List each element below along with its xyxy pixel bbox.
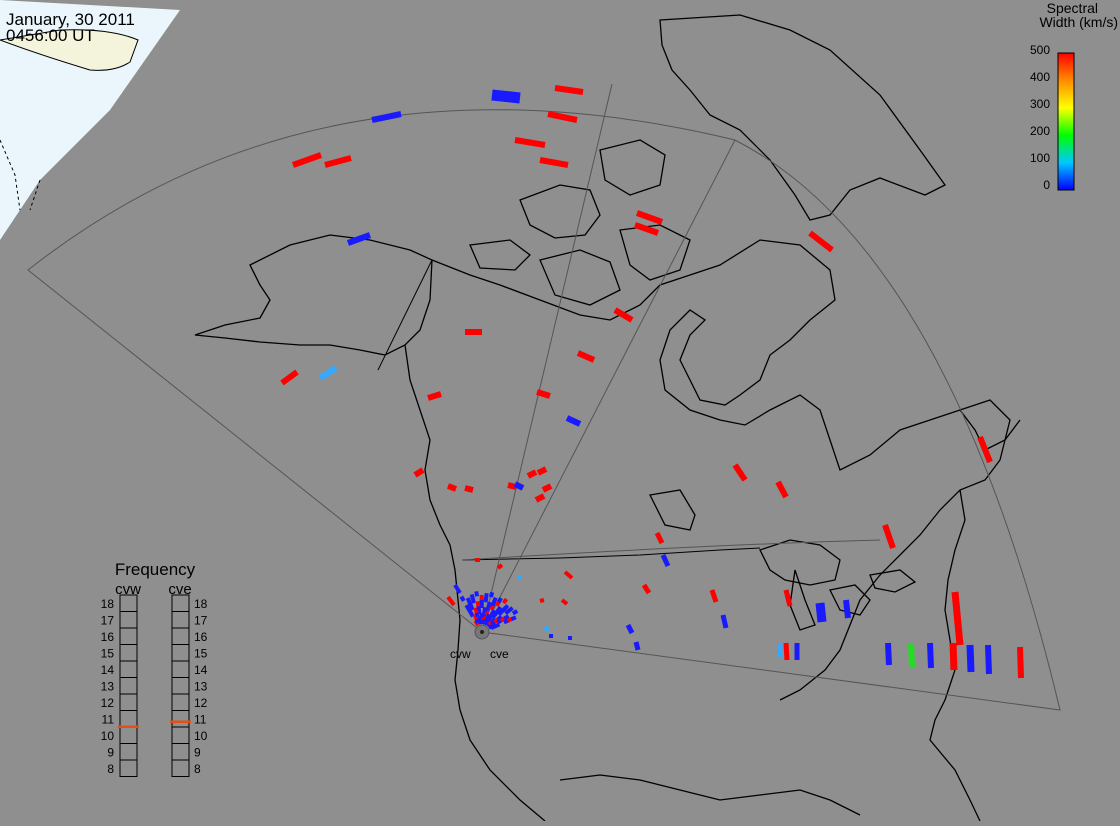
legend-tick-label: 400 xyxy=(1030,70,1050,84)
backscatter-cell xyxy=(953,643,954,670)
backscatter-cell xyxy=(988,645,989,674)
frequency-level-label: 9 xyxy=(194,746,201,760)
backscatter-cell xyxy=(504,599,507,603)
backscatter-cell xyxy=(636,642,638,650)
frequency-level-label: 8 xyxy=(107,762,114,776)
backscatter-cell xyxy=(555,88,583,92)
backscatter-cell xyxy=(494,598,496,603)
backscatter-cell xyxy=(484,607,485,612)
backscatter-cell xyxy=(448,486,456,489)
frequency-level-label: 9 xyxy=(107,746,114,760)
frequency-level-label: 16 xyxy=(194,630,208,644)
legend-tick-label: 0 xyxy=(1043,178,1050,192)
backscatter-cell xyxy=(786,643,787,660)
backscatter-cell xyxy=(465,488,473,490)
backscatter-cell xyxy=(504,616,508,619)
frequency-level-label: 18 xyxy=(194,597,208,611)
frequency-level-label: 13 xyxy=(194,680,208,694)
backscatter-cell xyxy=(528,472,536,476)
backscatter-cell xyxy=(537,392,550,396)
frequency-level-label: 10 xyxy=(101,729,115,743)
backscatter-cell xyxy=(476,591,477,596)
backscatter-cell xyxy=(495,624,500,626)
backscatter-cell xyxy=(428,394,441,398)
backscatter-cell xyxy=(545,627,549,631)
backscatter-cell xyxy=(472,594,473,599)
backscatter-cell xyxy=(513,611,517,614)
frequency-level-label: 12 xyxy=(194,696,208,710)
legend-color-bar xyxy=(1058,53,1074,190)
frequency-level-label: 18 xyxy=(101,597,115,611)
frequency-level-label: 17 xyxy=(101,614,115,628)
backscatter-cell xyxy=(492,610,494,614)
frequency-level-label: 17 xyxy=(194,614,208,628)
backscatter-cell xyxy=(486,593,487,598)
backscatter-cell xyxy=(466,605,469,609)
backscatter-cell xyxy=(504,606,508,610)
backscatter-cell xyxy=(475,608,476,613)
backscatter-cell xyxy=(955,592,960,645)
frequency-level-label: 13 xyxy=(101,680,115,694)
backscatter-cell xyxy=(543,486,551,490)
radar-site-dot xyxy=(480,630,484,634)
frequency-level-label: 12 xyxy=(101,696,115,710)
site-label-cve: cve xyxy=(490,647,509,661)
frequency-level-label: 11 xyxy=(194,713,207,727)
backscatter-cell xyxy=(415,470,423,475)
frequency-title: Frequency xyxy=(115,560,196,579)
backscatter-cell xyxy=(888,643,889,665)
legend-tick-label: 300 xyxy=(1030,97,1050,111)
frequency-level-label: 14 xyxy=(194,663,208,677)
time-label: 0456:00 UT xyxy=(6,27,95,44)
frequency-level-label: 16 xyxy=(101,630,115,644)
backscatter-cell xyxy=(492,95,520,98)
backscatter-cell xyxy=(930,643,931,668)
legend-title-line2: Width (km/s) xyxy=(1039,14,1118,30)
frequency-level-label: 11 xyxy=(102,713,115,727)
backscatter-cell xyxy=(491,592,492,597)
backscatter-cell xyxy=(509,608,513,611)
legend-tick-label: 100 xyxy=(1030,151,1050,165)
backscatter-cell xyxy=(468,598,470,603)
frequency-level-label: 10 xyxy=(194,729,208,743)
backscatter-cell xyxy=(511,617,516,619)
site-label-cvw: cvw xyxy=(450,647,471,661)
backscatter-cell xyxy=(498,565,502,568)
backscatter-cell xyxy=(489,602,490,607)
backscatter-cell xyxy=(515,484,523,488)
backscatter-cell xyxy=(461,597,464,601)
frequency-level-label: 14 xyxy=(101,663,115,677)
backscatter-cell xyxy=(478,601,479,606)
backscatter-cell xyxy=(1020,647,1021,678)
legend-tick-label: 500 xyxy=(1030,43,1050,57)
backscatter-cell xyxy=(820,603,822,622)
backscatter-cell xyxy=(498,607,501,611)
frequency-level-label: 15 xyxy=(101,647,115,661)
backscatter-cell xyxy=(846,600,848,618)
backscatter-cell xyxy=(536,496,544,500)
backscatter-cell xyxy=(538,469,546,473)
legend-tick-label: 200 xyxy=(1030,124,1050,138)
backscatter-cell xyxy=(540,600,544,601)
frequency-level-label: 15 xyxy=(194,647,208,661)
backscatter-cell xyxy=(499,598,502,602)
backscatter-cell xyxy=(911,643,912,667)
backscatter-cell xyxy=(723,615,726,628)
frequency-level-label: 8 xyxy=(194,762,201,776)
backscatter-cell xyxy=(970,645,971,672)
